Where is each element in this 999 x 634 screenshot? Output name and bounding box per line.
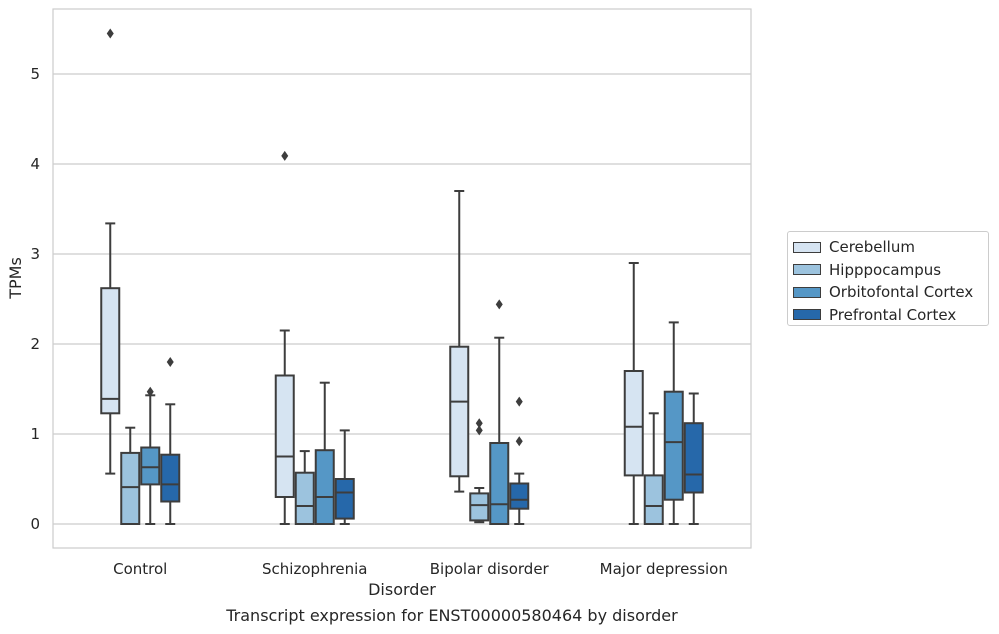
x-axis-ticks: Control Schizophrenia Bipolar disorder Majo…	[113, 560, 728, 578]
boxes	[100, 28, 704, 526]
box	[663, 390, 684, 501]
legend-swatch	[793, 264, 821, 276]
x-tick-label: Schizophrenia	[262, 560, 367, 578]
box-group	[469, 418, 490, 524]
y-axis-label: TPMs	[6, 257, 25, 300]
box	[140, 446, 161, 486]
box	[489, 442, 510, 525]
box	[683, 422, 704, 494]
box	[643, 474, 664, 525]
legend-swatch	[793, 241, 821, 253]
box-group	[140, 386, 161, 525]
outlier-point	[166, 357, 174, 367]
x-axis-label: Disorder	[368, 580, 436, 599]
legend-swatch	[793, 309, 821, 321]
x-tick-label: Control	[113, 560, 167, 578]
box-group	[643, 412, 664, 525]
box-group	[334, 429, 355, 525]
y-tick-label: 1	[30, 425, 40, 443]
box	[100, 287, 121, 415]
box	[120, 451, 141, 525]
outlier-point	[475, 418, 483, 429]
y-tick-label: 5	[30, 65, 40, 83]
outlier-point	[515, 436, 523, 447]
legend-swatch	[793, 286, 821, 298]
x-tick-label: Bipolar disorder	[430, 560, 550, 578]
y-axis-ticks: 0 1 2 3 4 5	[30, 65, 40, 533]
box-group	[683, 392, 704, 525]
legend: Cerebellum Hipppocampus Orbitofontal Corte…	[787, 231, 989, 326]
outlier-point	[495, 299, 503, 310]
box-group	[623, 262, 644, 525]
legend-label: Cerebellum	[829, 238, 915, 257]
y-tick-label: 0	[30, 515, 40, 533]
box	[160, 453, 181, 503]
legend-item: Orbitofontal Cortex	[793, 281, 988, 304]
outlier-point	[146, 386, 154, 397]
box-group	[489, 299, 510, 525]
outlier-point	[475, 425, 483, 436]
box	[449, 345, 470, 478]
box-group	[160, 357, 181, 525]
outlier-point	[281, 150, 289, 161]
legend-label: Prefrontal Cortex	[829, 305, 957, 324]
y-tick-label: 3	[30, 245, 40, 263]
chart-caption: Transcript expression for ENST0000058046…	[226, 606, 678, 625]
outlier-point	[106, 28, 114, 39]
box	[469, 492, 490, 522]
legend-label: Orbitofontal Cortex	[829, 283, 974, 302]
outlier-point	[515, 396, 523, 407]
legend-item: Prefrontal Cortex	[793, 304, 988, 327]
box-group	[509, 396, 530, 525]
box-group	[274, 150, 295, 525]
box-group	[294, 450, 315, 526]
box-group	[449, 190, 470, 493]
box	[314, 449, 335, 526]
legend-item: Hipppocampus	[793, 259, 988, 282]
box	[509, 482, 530, 510]
box	[274, 374, 295, 498]
box	[623, 370, 644, 477]
box-group	[314, 381, 335, 526]
box-group	[120, 426, 141, 525]
x-tick-label: Major depression	[600, 560, 728, 578]
box-group	[100, 28, 121, 475]
box	[334, 478, 355, 520]
box	[294, 471, 315, 526]
box-group	[663, 321, 684, 525]
legend-label: Hipppocampus	[829, 260, 942, 279]
y-tick-label: 4	[30, 155, 40, 173]
legend-item: Cerebellum	[793, 236, 988, 259]
y-tick-label: 2	[30, 335, 40, 353]
